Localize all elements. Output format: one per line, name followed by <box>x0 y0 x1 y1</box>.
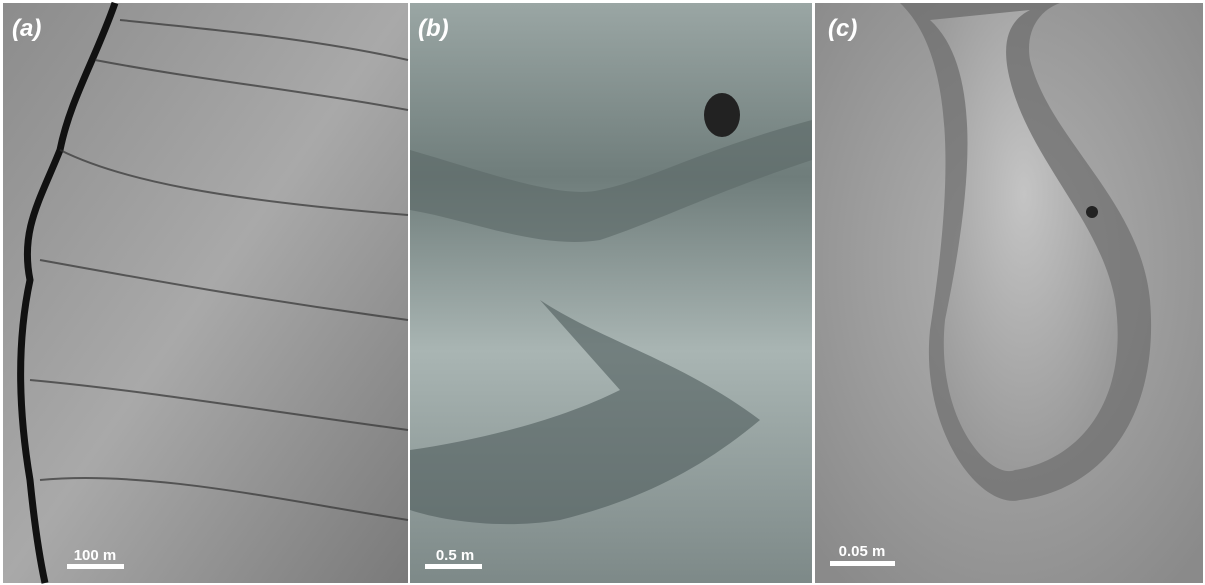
scale-bar <box>67 564 124 569</box>
scale-text: 100 m <box>74 547 117 564</box>
panel-a: (a) 100 m <box>3 3 408 583</box>
figure: (a) 100 m (b) 0.5 m (c) 0.05 m <box>0 0 1205 585</box>
panel-c: (c) 0.05 m <box>815 3 1203 583</box>
scale-bar <box>425 564 482 569</box>
scale-text: 0.5 m <box>436 547 474 564</box>
panel-b: (b) 0.5 m <box>410 3 812 583</box>
panel-label: (a) <box>12 15 41 42</box>
panel-label: (b) <box>418 15 449 42</box>
panel-label: (c) <box>828 15 857 42</box>
image-a <box>3 3 408 583</box>
scale-text: 0.05 m <box>839 543 886 560</box>
person <box>704 93 740 137</box>
scale-bar <box>830 561 895 566</box>
debris <box>1086 206 1098 218</box>
